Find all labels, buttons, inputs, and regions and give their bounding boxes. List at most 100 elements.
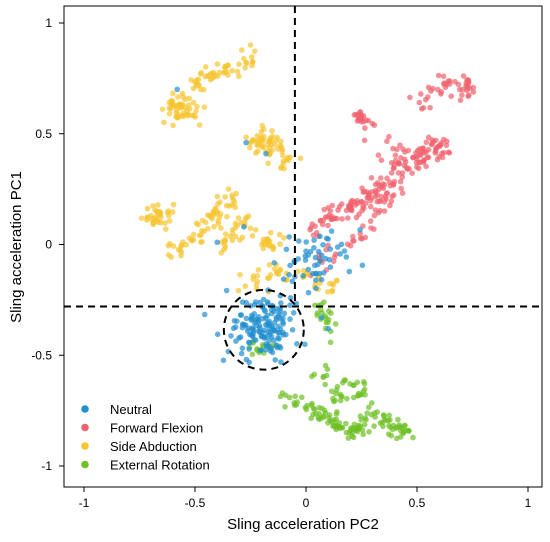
data-point bbox=[292, 393, 299, 400]
data-point bbox=[253, 227, 259, 233]
data-point bbox=[276, 313, 282, 319]
data-point bbox=[195, 221, 201, 228]
data-point bbox=[294, 399, 301, 405]
data-point bbox=[265, 319, 271, 326]
data-point bbox=[166, 110, 173, 117]
data-point bbox=[368, 175, 375, 181]
data-point bbox=[399, 170, 406, 176]
data-point bbox=[193, 108, 199, 114]
data-point bbox=[254, 273, 261, 279]
data-point bbox=[223, 231, 229, 237]
data-point bbox=[168, 101, 175, 108]
data-point bbox=[152, 207, 158, 213]
data-point bbox=[155, 202, 161, 208]
data-point bbox=[430, 85, 436, 92]
data-point bbox=[371, 212, 378, 219]
x-tick-label: -0.5 bbox=[185, 496, 206, 510]
data-point bbox=[400, 430, 407, 436]
data-point bbox=[374, 198, 381, 205]
data-point bbox=[225, 62, 232, 69]
data-point bbox=[313, 285, 319, 292]
data-point bbox=[279, 148, 285, 155]
data-point bbox=[325, 222, 331, 229]
data-point bbox=[366, 190, 373, 197]
data-point bbox=[150, 203, 156, 209]
data-point bbox=[222, 237, 228, 244]
data-point bbox=[416, 99, 423, 106]
data-point bbox=[249, 325, 255, 331]
data-point bbox=[332, 424, 339, 430]
data-point bbox=[463, 82, 469, 89]
data-point bbox=[448, 93, 455, 99]
data-point bbox=[333, 387, 340, 393]
data-point bbox=[435, 72, 442, 79]
data-point bbox=[265, 160, 272, 167]
data-point bbox=[263, 341, 269, 347]
data-point bbox=[305, 289, 312, 296]
data-point bbox=[410, 154, 416, 161]
data-point bbox=[296, 238, 302, 244]
data-point bbox=[420, 158, 427, 164]
data-point bbox=[470, 89, 477, 95]
data-point bbox=[264, 312, 271, 319]
data-point bbox=[197, 232, 203, 239]
data-point bbox=[358, 391, 365, 398]
data-point bbox=[238, 350, 245, 357]
data-point bbox=[371, 122, 378, 128]
data-point bbox=[327, 339, 334, 346]
data-point bbox=[371, 226, 377, 232]
axes: -1 -0.5 0 0.5 1 -1 -0.5 0 0.5 1 bbox=[31, 16, 531, 510]
data-point bbox=[190, 237, 197, 243]
data-point bbox=[278, 165, 284, 171]
data-point bbox=[268, 141, 274, 148]
data-point bbox=[303, 248, 309, 254]
data-point bbox=[286, 234, 293, 240]
data-point bbox=[327, 264, 334, 270]
data-point bbox=[362, 415, 369, 421]
data-point bbox=[190, 99, 197, 106]
data-point bbox=[386, 133, 392, 140]
data-point bbox=[322, 381, 329, 388]
data-point bbox=[404, 166, 411, 172]
data-point bbox=[399, 190, 406, 196]
data-point bbox=[372, 187, 379, 194]
data-point bbox=[223, 69, 230, 75]
data-point bbox=[252, 299, 259, 305]
data-point bbox=[295, 256, 302, 262]
data-point bbox=[269, 133, 276, 140]
data-point bbox=[329, 288, 336, 295]
data-point bbox=[275, 146, 281, 152]
data-point bbox=[387, 424, 394, 431]
data-point bbox=[316, 404, 322, 411]
data-point bbox=[367, 197, 374, 204]
data-point bbox=[351, 112, 358, 118]
data-point bbox=[287, 302, 293, 309]
data-point bbox=[218, 225, 224, 231]
y-tick-label: 1 bbox=[45, 16, 52, 30]
data-point bbox=[280, 315, 286, 322]
x-tick-label: -1 bbox=[79, 496, 90, 510]
data-point bbox=[388, 170, 395, 176]
data-point bbox=[407, 94, 413, 101]
data-point bbox=[333, 411, 340, 417]
data-point bbox=[381, 199, 388, 205]
data-point bbox=[247, 42, 254, 48]
data-point bbox=[242, 65, 248, 71]
data-point bbox=[269, 128, 275, 134]
data-point bbox=[336, 203, 343, 210]
data-point bbox=[396, 422, 403, 428]
data-point bbox=[234, 318, 240, 325]
data-point bbox=[258, 333, 265, 340]
data-point bbox=[332, 215, 338, 222]
data-point bbox=[211, 223, 217, 230]
data-point bbox=[315, 414, 322, 421]
data-point bbox=[326, 412, 333, 418]
data-point bbox=[440, 81, 447, 87]
data-point bbox=[215, 218, 221, 224]
data-point bbox=[262, 308, 269, 315]
data-point bbox=[268, 307, 275, 313]
data-point bbox=[236, 61, 242, 67]
data-point bbox=[368, 203, 374, 210]
data-point bbox=[165, 252, 172, 258]
data-point bbox=[302, 257, 309, 263]
